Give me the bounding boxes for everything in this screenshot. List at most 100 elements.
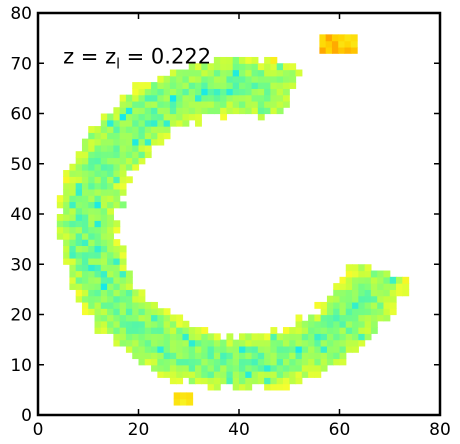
heatmap-cell bbox=[163, 100, 171, 108]
heatmap-cell bbox=[251, 69, 259, 77]
heatmap-cell bbox=[358, 339, 366, 347]
heatmap-cell bbox=[169, 82, 177, 89]
heatmap-cell bbox=[100, 251, 108, 259]
heatmap-cell bbox=[138, 339, 146, 347]
heatmap-cell bbox=[195, 113, 202, 121]
heatmap-cell bbox=[81, 245, 89, 253]
heatmap-cell bbox=[176, 364, 184, 372]
heatmap-cell bbox=[325, 46, 333, 54]
heatmap-cell bbox=[107, 226, 114, 234]
heatmap-cell bbox=[232, 352, 240, 360]
heatmap-cell bbox=[377, 276, 385, 284]
heatmap-cell bbox=[195, 119, 202, 127]
heatmap-cell bbox=[113, 113, 121, 121]
heatmap-cell bbox=[169, 358, 177, 366]
heatmap-cell bbox=[282, 100, 290, 108]
heatmap-cell bbox=[251, 339, 259, 347]
heatmap-cell bbox=[151, 320, 158, 328]
heatmap-cell bbox=[276, 100, 284, 108]
heatmap-cell bbox=[125, 138, 133, 146]
heatmap-cell bbox=[169, 113, 177, 121]
heatmap-cell bbox=[138, 107, 146, 115]
heatmap-cell bbox=[345, 283, 353, 290]
heatmap-cell bbox=[88, 220, 96, 228]
heatmap-cell bbox=[138, 314, 146, 322]
heatmap-cell bbox=[151, 327, 158, 334]
heatmap-cell bbox=[339, 333, 347, 341]
heatmap-cell bbox=[282, 345, 290, 353]
heatmap-cell bbox=[232, 345, 240, 353]
heatmap-cell bbox=[282, 333, 290, 341]
x-tick-label: 20 bbox=[128, 420, 150, 440]
heatmap-cell bbox=[138, 113, 146, 121]
axis-tick-labels: 0 20 40 60 80 0 10 20 30 40 50 60 70 80 bbox=[10, 4, 450, 440]
heatmap-cell bbox=[163, 364, 171, 372]
heatmap-cell bbox=[119, 119, 127, 127]
heatmap-cell bbox=[94, 220, 102, 228]
heatmap-cell bbox=[232, 82, 240, 89]
heatmap-cell bbox=[157, 126, 165, 133]
heatmap-cell bbox=[94, 283, 102, 290]
heatmap-cell bbox=[113, 132, 121, 140]
heatmap-cell bbox=[56, 232, 64, 240]
heatmap-cell bbox=[81, 251, 89, 259]
heatmap-cell bbox=[182, 119, 190, 127]
heatmap-cell bbox=[182, 82, 190, 89]
heatmap-cell bbox=[383, 276, 391, 284]
heatmap-cell bbox=[282, 371, 290, 378]
heatmap-cell bbox=[119, 201, 127, 209]
heatmap-cell bbox=[289, 364, 297, 372]
heatmap-cell bbox=[326, 314, 334, 322]
heatmap-cell bbox=[119, 188, 127, 196]
heatmap-cell bbox=[289, 327, 297, 334]
heatmap-cell bbox=[107, 170, 114, 177]
heatmap-cell bbox=[226, 107, 234, 115]
heatmap-cell bbox=[169, 352, 177, 360]
heatmap-cell bbox=[88, 176, 96, 184]
heatmap-cell bbox=[320, 364, 328, 372]
heatmap-cell bbox=[402, 289, 410, 297]
heatmap-cell bbox=[370, 295, 378, 303]
heatmap-cell bbox=[182, 75, 190, 83]
heatmap-cell bbox=[308, 352, 315, 360]
heatmap-cell bbox=[188, 327, 196, 334]
heatmap-cell bbox=[338, 46, 346, 54]
heatmap-cell bbox=[94, 176, 102, 184]
y-tick-label: 20 bbox=[10, 306, 32, 326]
heatmap-cell bbox=[251, 88, 259, 96]
heatmap-cell bbox=[69, 257, 77, 265]
heatmap-cell bbox=[282, 358, 290, 366]
heatmap-cell bbox=[94, 170, 102, 177]
heatmap-cell bbox=[169, 377, 177, 385]
heatmap-cell bbox=[63, 207, 71, 215]
heatmap-cell bbox=[163, 327, 171, 334]
heatmap-cell bbox=[245, 364, 253, 372]
heatmap-cell bbox=[119, 126, 127, 133]
heatmap-cell bbox=[119, 132, 127, 140]
heatmap-cell bbox=[264, 364, 272, 372]
heatmap-cell bbox=[113, 251, 121, 259]
heatmap-cell bbox=[119, 270, 127, 278]
heatmap-cell bbox=[75, 201, 83, 209]
heatmap-cell bbox=[201, 345, 209, 353]
heatmap-cell bbox=[195, 100, 202, 108]
heatmap-cell bbox=[81, 144, 89, 152]
heatmap-cell bbox=[107, 157, 114, 165]
heatmap-cell bbox=[270, 56, 278, 64]
heatmap-cell bbox=[100, 327, 108, 334]
heatmap-cell bbox=[107, 264, 114, 272]
heatmap-cell bbox=[100, 176, 108, 184]
heatmap-cell bbox=[201, 69, 209, 77]
heatmap-cell bbox=[69, 188, 77, 196]
heatmap-cell bbox=[69, 182, 77, 190]
heatmap-cell bbox=[320, 308, 328, 316]
heatmap-cell bbox=[264, 339, 272, 347]
heatmap-cell bbox=[100, 257, 108, 265]
heatmap-cell bbox=[276, 383, 284, 391]
heatmap-cell bbox=[157, 100, 165, 108]
heatmap-cell bbox=[213, 88, 221, 96]
heatmap-cell bbox=[188, 75, 196, 83]
heatmap-cell bbox=[157, 333, 165, 341]
heatmap-cell bbox=[163, 75, 171, 83]
heatmap-cell bbox=[151, 308, 158, 316]
